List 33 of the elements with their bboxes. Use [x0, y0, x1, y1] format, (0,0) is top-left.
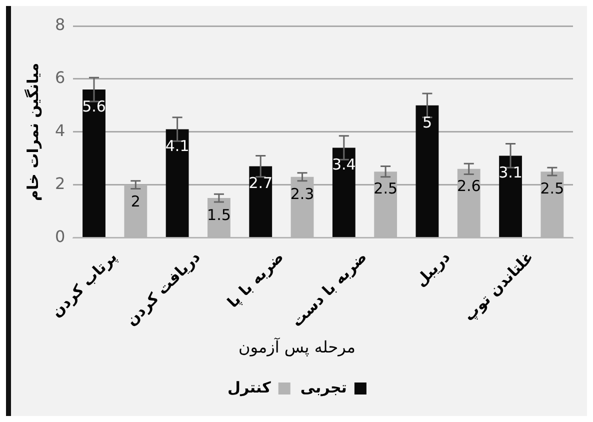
x-tick-label: دریبل [412, 248, 454, 290]
bar [249, 166, 272, 238]
data-label: 1.5 [207, 206, 231, 224]
data-label: 2.3 [290, 184, 314, 203]
y-tick-label: 6 [54, 68, 66, 88]
bar [499, 156, 522, 238]
data-label: 4.1 [165, 137, 190, 156]
data-label: 2 [130, 192, 140, 211]
bar [332, 148, 356, 238]
y-tick-label: 2 [54, 174, 66, 193]
bar [166, 129, 189, 238]
data-label: 2.5 [374, 179, 398, 198]
x-tick-label: دریافت کردن [122, 248, 204, 330]
y-tick-label: 8 [54, 15, 66, 34]
x-tick-label: پرتاب کردن [48, 248, 120, 321]
y-tick-label: 0 [54, 226, 66, 246]
data-label: 3.4 [332, 156, 356, 174]
legend-label: کنترل [228, 378, 272, 396]
bar [416, 105, 439, 238]
data-label: 2.5 [540, 179, 564, 198]
legend-label: تجربی [300, 378, 347, 396]
data-label: 5 [422, 113, 432, 132]
y-axis-title: میانگین نمرات خام [24, 62, 42, 201]
data-label: 2.7 [248, 174, 273, 192]
bar [82, 90, 106, 238]
y-tick-label: 4 [54, 121, 66, 140]
data-label: 3.1 [498, 164, 522, 182]
data-label: 5.6 [82, 97, 106, 116]
x-tick-label: ضربه با پا [224, 248, 288, 312]
legend-title: مرحله پس آزمون [238, 336, 356, 356]
x-tick-label: غلتاندن توپ [460, 248, 537, 325]
x-tick-label: ضربه با دست [288, 248, 370, 330]
data-label: 2.6 [456, 176, 481, 195]
